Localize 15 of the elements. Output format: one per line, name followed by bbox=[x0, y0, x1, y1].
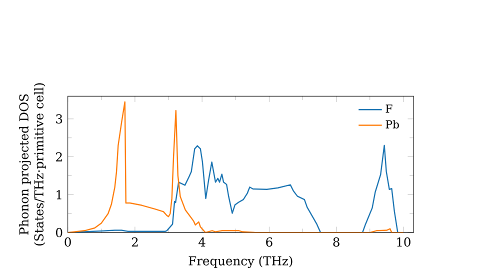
x-tick-label: 8 bbox=[333, 237, 340, 247]
y-tick-label: 2 bbox=[56, 152, 62, 162]
x-tick-label: 4 bbox=[198, 237, 206, 246]
x-axis-title: Frequency (THz) bbox=[188, 256, 292, 268]
y-tick-label: 1 bbox=[56, 190, 62, 200]
y-tick-label: 3 bbox=[56, 114, 62, 124]
x-tick-label: 2 bbox=[132, 237, 138, 246]
x-tick-label: 10 bbox=[397, 237, 410, 247]
y-axis-title: Phonon projected DOS (States/THz·primitive cell) bbox=[19, 83, 46, 246]
x-tick-label: 0 bbox=[64, 237, 71, 247]
y-tick-label: 0 bbox=[56, 228, 62, 238]
legend-label: F bbox=[386, 104, 392, 113]
legend-label: Pb bbox=[386, 120, 399, 128]
x-tick-label: 6 bbox=[266, 237, 272, 247]
line-series bbox=[68, 101, 404, 233]
